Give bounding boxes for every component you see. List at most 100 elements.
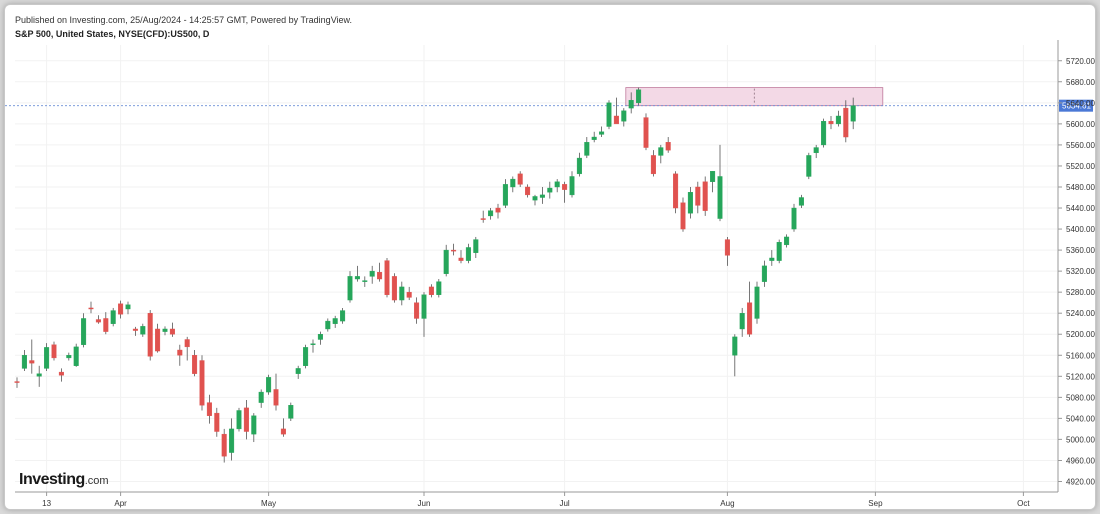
candle-up — [606, 100, 612, 130]
candle-body — [769, 257, 775, 261]
candle-up — [554, 179, 560, 193]
candle-down — [643, 113, 649, 151]
candle-down — [243, 399, 249, 440]
candle-body — [806, 155, 812, 177]
price-label-box — [1059, 99, 1093, 112]
grid-lines — [15, 45, 1057, 492]
y-tick-label: 4920.00 — [1066, 477, 1095, 486]
candle-body — [377, 271, 383, 280]
current-price-line: 5634.61 — [5, 99, 1093, 112]
candle-down — [14, 377, 20, 388]
candle-up — [547, 181, 553, 199]
candle-up — [421, 292, 427, 337]
candle-down — [199, 355, 205, 411]
y-tick-label: 5240.00 — [1066, 309, 1095, 318]
candle-body — [473, 239, 479, 253]
candle-down — [680, 197, 686, 232]
candle-body — [828, 121, 834, 125]
candle-up — [502, 179, 508, 209]
candle-up — [236, 407, 242, 432]
candle-down — [206, 394, 212, 424]
y-tick-label: 5040.00 — [1066, 414, 1095, 423]
candle-body — [140, 326, 146, 335]
logo-brand: Investing — [19, 471, 85, 488]
candle-body — [495, 207, 501, 213]
candle-down — [673, 171, 679, 214]
candle-up — [295, 365, 301, 379]
candle-body — [599, 131, 605, 135]
candle-up — [81, 313, 87, 348]
candle-down — [428, 284, 434, 298]
candle-body — [414, 302, 420, 319]
candle-down — [184, 336, 190, 361]
candle-down — [103, 312, 109, 335]
y-tick-label: 5280.00 — [1066, 288, 1095, 297]
candle-up — [739, 307, 745, 337]
candle-up — [754, 281, 760, 324]
candle-up — [125, 301, 131, 315]
candle-body — [88, 307, 94, 310]
candle-body — [310, 343, 316, 345]
candle-down — [517, 171, 523, 187]
candle-up — [636, 87, 642, 106]
candle-up — [488, 208, 494, 220]
candle-body — [206, 402, 212, 416]
candle-body — [532, 196, 538, 201]
published-caption: Published on Investing.com, 25/Aug/2024 … — [15, 15, 353, 25]
candle-body — [132, 328, 138, 331]
candle-body — [621, 110, 627, 122]
candle-down — [406, 286, 412, 301]
x-tick-label: May — [261, 499, 276, 508]
candle-up — [769, 250, 775, 266]
candle-up — [473, 236, 479, 258]
candlestick-chart[interactable]: 5634.61 4920.00 4960.00 5000.00 5040.00 5080… — [5, 5, 1095, 509]
candle-up — [599, 126, 605, 138]
candle-up — [288, 402, 294, 422]
candle-body — [784, 236, 790, 246]
candle-down — [88, 301, 94, 314]
candle-up — [732, 334, 738, 377]
x-tick-label: Jul — [559, 499, 569, 508]
candle-down — [169, 322, 175, 337]
candle-body — [821, 121, 827, 146]
candle-body — [465, 247, 471, 261]
candle-body — [569, 176, 575, 196]
candle-body — [591, 136, 597, 140]
candle-up — [687, 186, 693, 219]
candle-down — [747, 281, 753, 337]
candle-body — [44, 347, 50, 369]
candle-up — [436, 279, 442, 298]
candle-body — [636, 89, 642, 104]
y-tick-label: 5680.00 — [1066, 78, 1095, 87]
candle-body — [761, 265, 767, 282]
y-tick-label: 5360.00 — [1066, 246, 1095, 255]
candle-down — [280, 418, 286, 437]
candle-body — [317, 334, 323, 340]
y-tick-label: 5160.00 — [1066, 351, 1095, 360]
candle-body — [362, 280, 368, 282]
candle-body — [680, 202, 686, 230]
candle-body — [73, 346, 79, 366]
candle-up — [258, 389, 264, 408]
candle-up — [251, 413, 257, 443]
candle-body — [747, 302, 753, 335]
candle-body — [384, 260, 390, 295]
candle-body — [21, 355, 27, 369]
candle-body — [192, 355, 198, 374]
candle-down — [458, 250, 464, 264]
candle-body — [451, 249, 457, 252]
candle-up — [806, 152, 812, 180]
candle-body — [406, 291, 412, 298]
candle-body — [288, 405, 294, 419]
candle-down — [562, 181, 568, 203]
candle-body — [650, 155, 656, 175]
candle-body — [251, 415, 257, 435]
candle-body — [81, 318, 87, 345]
candle-body — [606, 102, 612, 127]
candle-body — [347, 276, 353, 301]
y-tick-label: 5600.00 — [1066, 120, 1095, 129]
candle-up — [362, 276, 368, 287]
candle-body — [502, 184, 508, 206]
candle-body — [724, 239, 730, 256]
candle-down — [414, 297, 420, 324]
